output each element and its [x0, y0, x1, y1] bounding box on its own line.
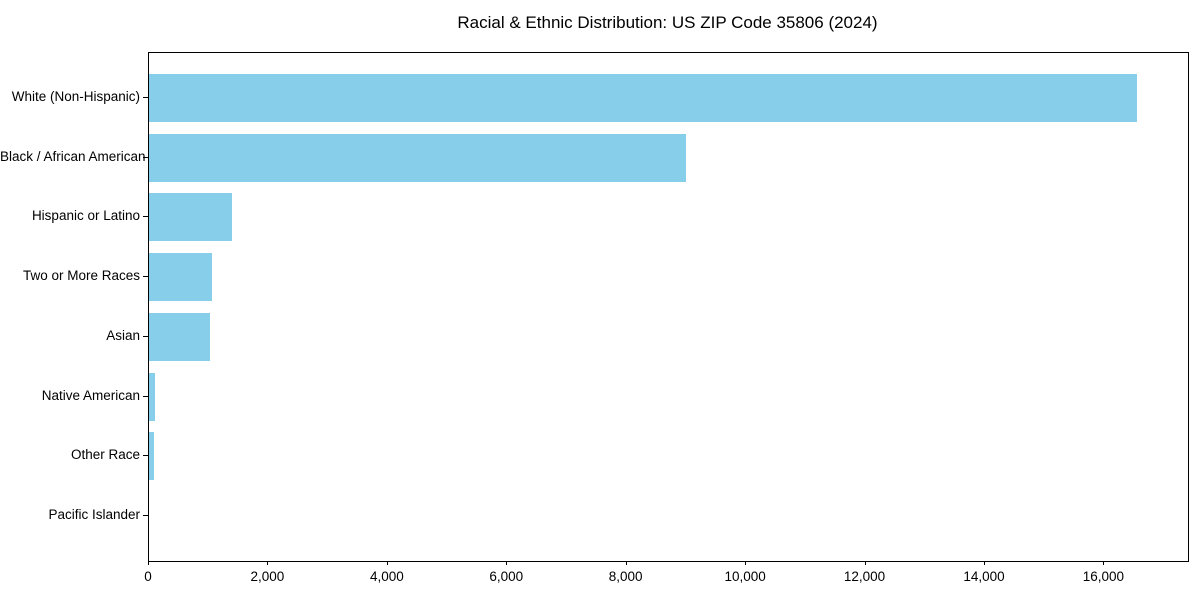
- x-tick: [148, 561, 149, 565]
- y-tick: [143, 515, 148, 517]
- y-tick-label-other-race: Other Race: [70, 447, 140, 463]
- x-tick: [625, 561, 627, 565]
- y-tick-label-white-non-hispanic: White (Non-Hispanic): [11, 88, 140, 104]
- x-tick-label: 12,000: [843, 569, 886, 584]
- y-tick-label-asian: Asian: [106, 327, 140, 343]
- bar-two-or-more-races: [149, 253, 212, 302]
- x-tick-label: 10,000: [724, 569, 766, 584]
- x-tick-label: 16,000: [1082, 569, 1125, 584]
- x-tick-label: 0: [144, 569, 152, 584]
- bar-hispanic-or-latino: [149, 193, 232, 242]
- bar-native-american: [149, 372, 155, 421]
- chart-title: Racial & Ethnic Distribution: US ZIP Cod…: [457, 13, 878, 32]
- x-tick: [864, 561, 866, 565]
- y-tick-label-hispanic-or-latino: Hispanic or Latino: [31, 208, 140, 224]
- bar-black-african-american: [149, 133, 687, 182]
- y-tick-label-two-or-more-races: Two or More Races: [22, 268, 140, 284]
- y-tick: [143, 455, 148, 457]
- bar-white-non-hispanic: [149, 73, 1138, 122]
- y-tick: [143, 395, 148, 397]
- x-tick-label: 8,000: [608, 569, 643, 584]
- bar-other-race: [149, 432, 155, 481]
- x-tick: [745, 561, 747, 565]
- x-tick-label: 4,000: [369, 569, 404, 584]
- x-tick: [267, 561, 269, 565]
- x-tick: [386, 561, 388, 565]
- y-tick: [143, 156, 148, 158]
- y-tick: [143, 276, 148, 278]
- x-tick-label: 14,000: [963, 569, 1005, 584]
- y-tick-label-pacific-islander: Pacific Islander: [48, 507, 140, 523]
- y-tick-label-black-african-american: Black / African American: [0, 148, 146, 164]
- bar-asian: [149, 312, 210, 361]
- x-tick: [1103, 561, 1105, 565]
- x-tick-label: 2,000: [250, 569, 285, 584]
- x-tick: [506, 561, 508, 565]
- plot-area: [148, 52, 1189, 562]
- y-tick: [143, 216, 148, 218]
- x-tick: [983, 561, 985, 565]
- x-tick-label: 6,000: [489, 569, 524, 584]
- y-tick: [143, 335, 148, 337]
- y-tick: [143, 96, 148, 98]
- y-tick-label-native-american: Native American: [41, 387, 140, 403]
